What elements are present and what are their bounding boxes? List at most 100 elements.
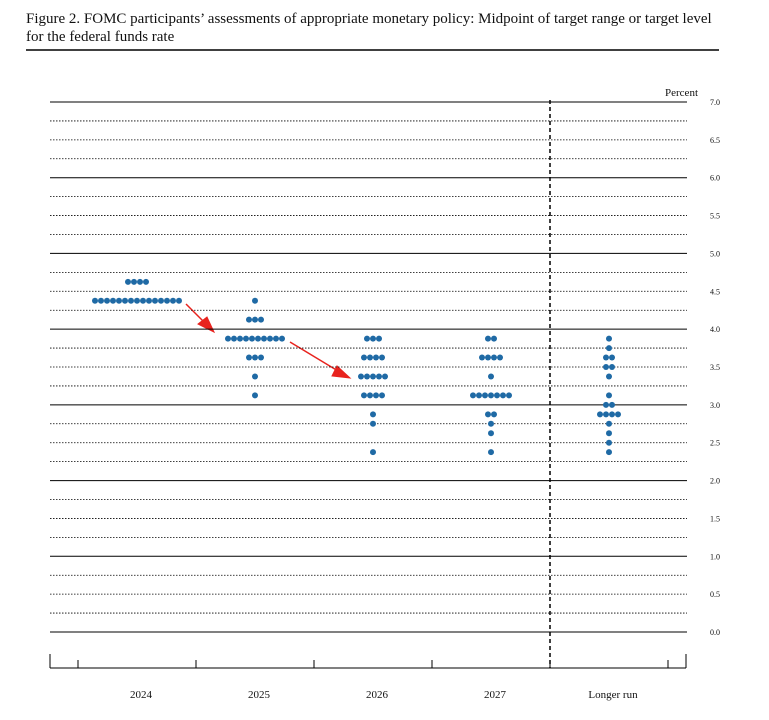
dot: [379, 354, 385, 361]
dot: [170, 297, 176, 304]
y-tick-label: 2.0: [710, 477, 720, 486]
y-tick-label: 1.0: [710, 552, 720, 561]
dot: [361, 392, 367, 399]
arrows: [185, 303, 352, 379]
y-tick-label: 7.0: [710, 98, 720, 107]
dot: [615, 411, 621, 418]
dot: [252, 297, 258, 304]
x-ticks: [49, 654, 687, 668]
dot: [267, 335, 273, 342]
dot: [137, 278, 143, 285]
chart-title: Figure 2. FOMC participants’ assessments…: [26, 11, 712, 45]
dot: [603, 401, 609, 408]
dot: [246, 316, 252, 323]
dot: [482, 392, 488, 399]
dot: [128, 297, 134, 304]
dot: [370, 411, 376, 418]
dot: [110, 297, 116, 304]
dot: [140, 297, 146, 304]
dot: [279, 335, 285, 342]
y-tick-label: 5.5: [710, 212, 720, 221]
dot: [134, 297, 140, 304]
dot: [488, 430, 494, 437]
y-tick-label: 2.5: [710, 439, 720, 448]
dot: [255, 335, 261, 342]
dot: [92, 297, 98, 304]
dot: [258, 316, 264, 323]
dot: [376, 373, 382, 380]
x-tick-label: 2024: [130, 689, 153, 701]
dot: [231, 335, 237, 342]
dot: [609, 411, 615, 418]
dot: [252, 354, 258, 361]
y-tick-label: 6.0: [710, 174, 720, 183]
dot: [491, 335, 497, 342]
dot: [606, 430, 612, 437]
dot: [146, 297, 152, 304]
dot: [249, 335, 255, 342]
dot: [488, 420, 494, 427]
dot: [273, 335, 279, 342]
y-tick-label: 4.5: [710, 287, 720, 296]
dot: [476, 392, 482, 399]
dot: [367, 354, 373, 361]
y-tick-label: 1.5: [710, 514, 720, 523]
dot: [358, 373, 364, 380]
dot: [176, 297, 182, 304]
dot: [361, 354, 367, 361]
dot: [158, 297, 164, 304]
dot: [367, 392, 373, 399]
dot: [116, 297, 122, 304]
dot: [606, 420, 612, 427]
y-tick-label: 5.0: [710, 249, 720, 258]
dot: [609, 364, 615, 370]
dot: [370, 449, 376, 456]
dot: [125, 278, 131, 285]
dot: [364, 335, 370, 342]
dot: [488, 392, 494, 399]
x-tick-label: 2025: [248, 689, 271, 701]
dot: [606, 373, 612, 380]
y-tick-label: 3.0: [710, 401, 720, 410]
dot: [104, 297, 110, 304]
dot: [491, 354, 497, 361]
dot: [252, 373, 258, 380]
dot: [376, 335, 382, 342]
dot: [370, 420, 376, 427]
dot: [225, 335, 231, 342]
dot: [606, 392, 612, 399]
dot: [470, 392, 476, 399]
dot: [364, 373, 370, 380]
dot: [252, 316, 258, 323]
dot: [122, 297, 128, 304]
dot: [379, 392, 385, 399]
dot: [98, 297, 104, 304]
dot: [131, 278, 137, 285]
dot: [373, 392, 379, 399]
dot: [488, 449, 494, 456]
dot: [373, 354, 379, 361]
dot: [261, 335, 267, 342]
dot: [491, 411, 497, 418]
dot: [609, 354, 615, 361]
dot: [603, 411, 609, 418]
dot: [143, 278, 149, 285]
dot: [497, 354, 503, 361]
dot: [506, 392, 512, 399]
dot: [164, 297, 170, 304]
y-tick-label: 3.5: [710, 363, 720, 372]
dot: [258, 354, 264, 361]
dot: [243, 335, 249, 342]
x-tick-label: 2026: [366, 689, 389, 701]
dot: [606, 439, 612, 446]
dot: [500, 392, 506, 399]
dot: [485, 335, 491, 342]
dot: [606, 345, 612, 352]
dot: [479, 354, 485, 361]
dot: [488, 373, 494, 380]
y-tick-label: 0.5: [710, 590, 720, 599]
y-axis-label: Percent: [665, 87, 698, 99]
x-tick-label: 2027: [484, 689, 507, 701]
x-tick-label: Longer run: [588, 689, 638, 701]
dot: [485, 354, 491, 361]
